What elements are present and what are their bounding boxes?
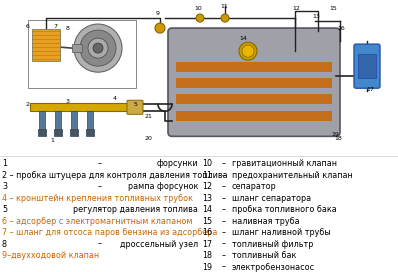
Text: 12: 12 [292,5,300,11]
Text: –: – [98,240,102,249]
Bar [71,111,77,131]
Circle shape [196,14,204,22]
Text: 8: 8 [66,26,70,30]
Bar [28,20,136,88]
Text: –: – [98,205,102,214]
FancyBboxPatch shape [354,44,380,88]
Text: 14: 14 [239,36,247,41]
Text: шланг наливной трубы: шланг наливной трубы [232,228,331,237]
Circle shape [93,43,103,53]
Text: –: – [98,182,102,191]
Text: дроссельный узел: дроссельный узел [120,240,198,249]
Bar [72,44,82,52]
FancyBboxPatch shape [168,28,340,136]
Text: 5: 5 [2,205,7,214]
Bar [39,111,45,131]
Circle shape [88,38,108,58]
Text: 16: 16 [337,26,345,30]
Circle shape [242,45,254,57]
Bar [176,78,332,88]
Text: шланг сепаратора: шланг сепаратора [232,194,311,203]
Text: 17: 17 [202,240,212,249]
Text: 13: 13 [312,14,320,18]
Text: 7: 7 [53,24,57,29]
Bar [358,54,376,78]
Text: 15: 15 [202,217,212,226]
Text: наливная труба: наливная труба [232,217,300,226]
Circle shape [155,23,165,33]
Bar [55,111,61,131]
Text: топливный фильтр: топливный фильтр [232,240,313,249]
Text: 12: 12 [202,182,212,191]
Text: 11: 11 [202,171,212,180]
Bar [86,129,94,136]
Text: предохранительный клапан: предохранительный клапан [232,171,353,180]
Bar [54,129,62,136]
Text: 5: 5 [133,102,137,107]
Text: электробензонасос: электробензонасос [232,262,315,271]
Bar [32,29,60,61]
Text: топливный бак: топливный бак [232,251,297,260]
Text: 10: 10 [202,159,212,168]
Text: 9: 9 [156,11,160,16]
Text: –: – [98,159,102,168]
Text: пробка топливного бака: пробка топливного бака [232,205,337,214]
Circle shape [80,30,116,66]
Bar [176,111,332,121]
Text: –: – [222,159,226,168]
FancyBboxPatch shape [127,100,143,114]
Text: –: – [222,171,226,180]
Text: рампа форсунок: рампа форсунок [128,182,198,191]
Bar [87,111,93,131]
Text: 19: 19 [331,132,339,137]
Text: 6 – адсорбер с электромагнитным клапаном: 6 – адсорбер с электромагнитным клапаном [2,217,193,226]
Text: 3: 3 [66,99,70,104]
Text: гравитационный клапан: гравитационный клапан [232,159,337,168]
Text: 2: 2 [26,102,30,107]
Text: 4 – кронштейн крепления топливных трубок: 4 – кронштейн крепления топливных трубок [2,194,193,203]
Text: –: – [222,217,226,226]
Text: 11: 11 [220,4,228,8]
Text: 4: 4 [113,96,117,101]
Text: –: – [222,194,226,203]
Circle shape [239,42,257,60]
Bar [30,103,130,111]
Text: 1: 1 [2,159,7,168]
Text: 15: 15 [329,5,337,11]
Text: 16: 16 [202,228,212,237]
Text: –: – [222,262,226,271]
Bar [176,62,332,72]
Text: 6: 6 [26,24,30,29]
Bar [70,129,78,136]
Text: регулятор давления топлива: регулятор давления топлива [73,205,198,214]
Text: 8: 8 [2,240,7,249]
Text: –: – [222,251,226,260]
Text: 3: 3 [2,182,7,191]
Text: 2 – пробка штуцера для контроля давления топлива: 2 – пробка штуцера для контроля давления… [2,171,228,180]
Text: форсунки: форсунки [156,159,198,168]
Text: 19: 19 [202,262,212,271]
Text: –: – [222,182,226,191]
Text: 20: 20 [144,136,152,141]
Text: –: – [222,228,226,237]
Text: 1: 1 [50,138,54,143]
Text: 21: 21 [144,114,152,119]
Circle shape [74,24,122,72]
Text: –: – [222,205,226,214]
Text: 14: 14 [202,205,212,214]
Text: 17: 17 [366,87,374,92]
Bar [38,129,46,136]
Text: –: – [222,240,226,249]
Text: сепаратор: сепаратор [232,182,277,191]
Circle shape [221,14,229,22]
Text: 10: 10 [194,5,202,11]
Text: 9–двухходовой клапан: 9–двухходовой клапан [2,251,99,260]
Text: 13: 13 [202,194,212,203]
Text: 7 – шланг для отсоса паров бензина из адсорбера: 7 – шланг для отсоса паров бензина из ад… [2,228,217,237]
Text: 18: 18 [334,136,342,141]
Text: 18: 18 [202,251,212,260]
Bar [176,94,332,104]
